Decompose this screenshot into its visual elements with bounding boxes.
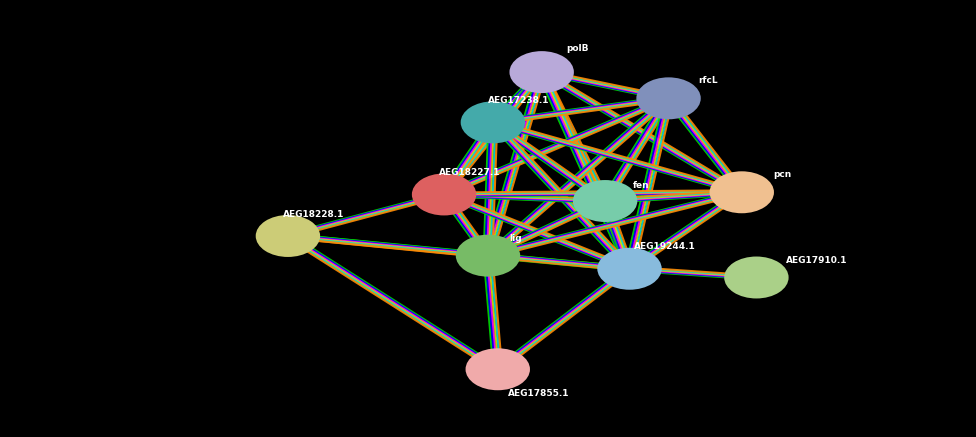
Text: AEG19244.1: AEG19244.1 [634, 243, 696, 251]
Ellipse shape [573, 180, 637, 222]
Text: AEG18227.1: AEG18227.1 [439, 168, 501, 177]
Text: AEG17238.1: AEG17238.1 [488, 96, 549, 105]
Text: AEG17910.1: AEG17910.1 [786, 256, 847, 264]
Ellipse shape [724, 257, 789, 298]
Text: lig: lig [509, 234, 522, 243]
Text: pcn: pcn [773, 170, 792, 179]
Ellipse shape [597, 248, 662, 290]
Text: polB: polB [566, 44, 589, 52]
Text: AEG18228.1: AEG18228.1 [283, 210, 345, 218]
Ellipse shape [466, 348, 530, 390]
Text: AEG17855.1: AEG17855.1 [508, 389, 569, 398]
Ellipse shape [710, 171, 774, 213]
Ellipse shape [256, 215, 320, 257]
Text: fen: fen [632, 181, 649, 190]
Ellipse shape [509, 51, 574, 93]
Ellipse shape [412, 173, 476, 215]
Text: rfcL: rfcL [698, 76, 717, 85]
Ellipse shape [456, 235, 520, 277]
Ellipse shape [636, 77, 701, 119]
Ellipse shape [461, 101, 525, 143]
